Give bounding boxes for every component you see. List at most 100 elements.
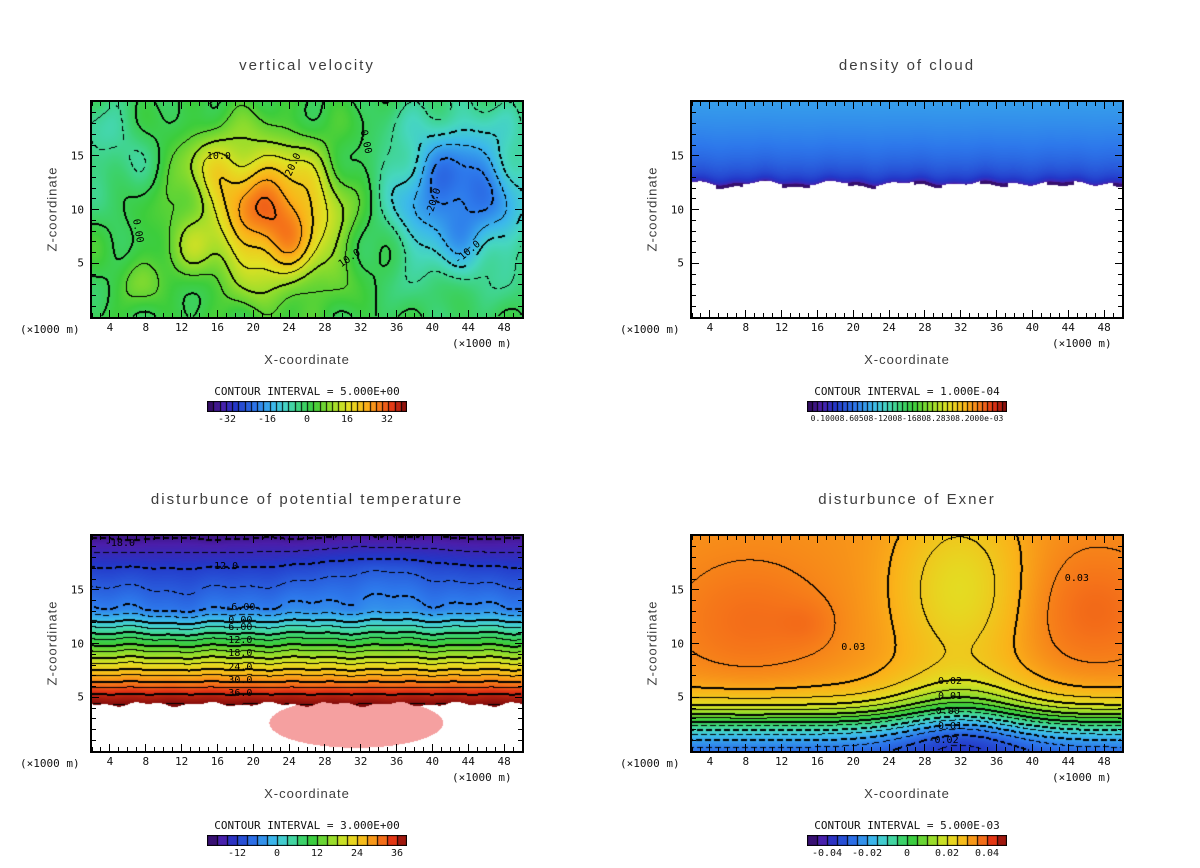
x-tick-mark bbox=[834, 536, 836, 540]
y-tick-mark bbox=[518, 739, 522, 741]
x-tick-mark bbox=[360, 536, 362, 543]
y-tick-mark bbox=[692, 198, 696, 200]
y-tick-mark bbox=[92, 557, 96, 558]
x-tick-mark bbox=[978, 536, 980, 540]
x-tick-mark bbox=[772, 313, 774, 317]
x-tick-mark bbox=[1112, 747, 1114, 751]
x-tick-mark bbox=[736, 102, 738, 106]
x-tick-mark bbox=[485, 536, 487, 540]
x-tick-mark bbox=[996, 102, 998, 109]
x-tick-label: 20 bbox=[846, 321, 860, 334]
panel-title: density of cloud bbox=[838, 57, 976, 74]
x-tick-mark bbox=[369, 747, 371, 751]
y-tick-mark bbox=[92, 252, 96, 253]
x-tick-mark bbox=[145, 310, 147, 317]
x-tick-mark bbox=[207, 536, 209, 540]
x-tick-mark bbox=[440, 747, 442, 751]
x-tick-mark bbox=[315, 747, 317, 751]
x-tick-label: 32 bbox=[954, 755, 968, 768]
y-tick-mark bbox=[515, 696, 522, 698]
x-tick-mark bbox=[333, 747, 335, 751]
y-tick-mark bbox=[692, 729, 696, 730]
y-axis-label: Z-coordinate bbox=[44, 166, 60, 252]
y-tick-mark bbox=[518, 252, 522, 253]
x-tick-mark bbox=[906, 536, 908, 540]
x-tick-label: 24 bbox=[282, 321, 296, 334]
x-tick-mark bbox=[933, 747, 935, 751]
y-tick-mark bbox=[1115, 643, 1122, 644]
x-tick-mark bbox=[996, 744, 998, 751]
x-tick-mark bbox=[691, 102, 693, 106]
x-tick-mark bbox=[1022, 536, 1024, 540]
y-tick-mark bbox=[92, 305, 96, 307]
plot-area: 4 8 12 16 20 24 28 32 36 40 44 48 5 10 15 -18.0 -12.0 -6.… bbox=[71, 534, 524, 767]
x-tick-mark bbox=[951, 313, 953, 317]
x-tick-mark bbox=[924, 536, 926, 543]
x-tick-mark bbox=[807, 102, 809, 106]
plot-area: 4 8 12 16 20 24 28 32 36 40 44 48 5 10 15 0.00 10.0 20.0 0… bbox=[71, 100, 524, 333]
contour-field-canvas bbox=[92, 102, 522, 317]
y-tick-mark bbox=[1118, 718, 1122, 720]
x-tick-mark bbox=[870, 102, 872, 106]
y-tick-mark bbox=[1118, 273, 1122, 275]
x-tick-mark bbox=[485, 747, 487, 751]
x-tick-mark bbox=[825, 102, 827, 106]
y-tick-mark bbox=[92, 316, 96, 318]
x-tick-mark bbox=[288, 102, 290, 109]
x-tick-label: 4 bbox=[706, 755, 714, 768]
x-tick-mark bbox=[324, 744, 326, 751]
x-tick-mark bbox=[1121, 536, 1123, 540]
y-tick-mark bbox=[692, 610, 696, 612]
x-tick-mark bbox=[414, 313, 415, 317]
x-tick-mark bbox=[1121, 313, 1123, 317]
x-tick-mark bbox=[216, 310, 218, 317]
x-tick-mark bbox=[512, 102, 514, 106]
x-tick-mark bbox=[145, 536, 147, 543]
x-tick-mark bbox=[718, 102, 720, 106]
x-tick-mark bbox=[1005, 313, 1007, 317]
x-tick-mark bbox=[181, 310, 183, 317]
x-tick-mark bbox=[485, 102, 487, 106]
x-tick-mark bbox=[942, 102, 944, 106]
x-tick-mark bbox=[834, 747, 836, 751]
x-tick-mark bbox=[1121, 102, 1123, 106]
x-tick-mark bbox=[458, 313, 460, 317]
y-axis-label: Z-coordinate bbox=[44, 600, 60, 686]
y-tick-mark bbox=[1118, 750, 1122, 752]
y-tick-mark bbox=[518, 144, 522, 146]
x-tick-label: 48 bbox=[1097, 755, 1111, 768]
x-tick-mark bbox=[234, 747, 236, 751]
x-tick-mark bbox=[494, 313, 496, 317]
x-tick-mark bbox=[1022, 102, 1024, 106]
contour-label: 10.0 bbox=[206, 150, 231, 162]
x-tick-mark bbox=[781, 536, 783, 543]
y-tick-mark bbox=[692, 739, 696, 741]
x-tick-mark bbox=[852, 536, 854, 543]
contour-label: 0.03 bbox=[841, 641, 866, 653]
x-tick-mark bbox=[234, 102, 236, 106]
x-tick-mark bbox=[1094, 102, 1096, 106]
y-tick-mark bbox=[518, 133, 522, 135]
x-tick-mark bbox=[807, 536, 809, 540]
x-tick-mark bbox=[306, 102, 308, 106]
y-tick-mark bbox=[92, 750, 96, 752]
y-tick-mark bbox=[692, 273, 696, 275]
x-tick-label: 36 bbox=[989, 755, 1004, 768]
x-tick-mark bbox=[924, 744, 926, 751]
x-tick-mark bbox=[163, 102, 165, 106]
x-tick-label: 12 bbox=[174, 755, 189, 768]
colorbar-tick-label: 24 bbox=[350, 848, 364, 859]
x-tick-mark bbox=[736, 747, 738, 751]
x-tick-mark bbox=[996, 310, 998, 317]
x-tick-mark bbox=[718, 536, 720, 540]
y-tick-mark bbox=[692, 133, 696, 135]
x-tick-mark bbox=[440, 102, 442, 106]
x-tick-mark bbox=[888, 102, 890, 109]
y-tick-mark bbox=[1118, 176, 1122, 178]
contour-label: 30.0 bbox=[228, 674, 253, 686]
y-tick-mark bbox=[518, 718, 522, 720]
x-tick-mark bbox=[333, 102, 335, 106]
x-tick-mark bbox=[799, 536, 800, 540]
x-tick-mark bbox=[449, 313, 451, 317]
x-tick-mark bbox=[315, 102, 317, 106]
